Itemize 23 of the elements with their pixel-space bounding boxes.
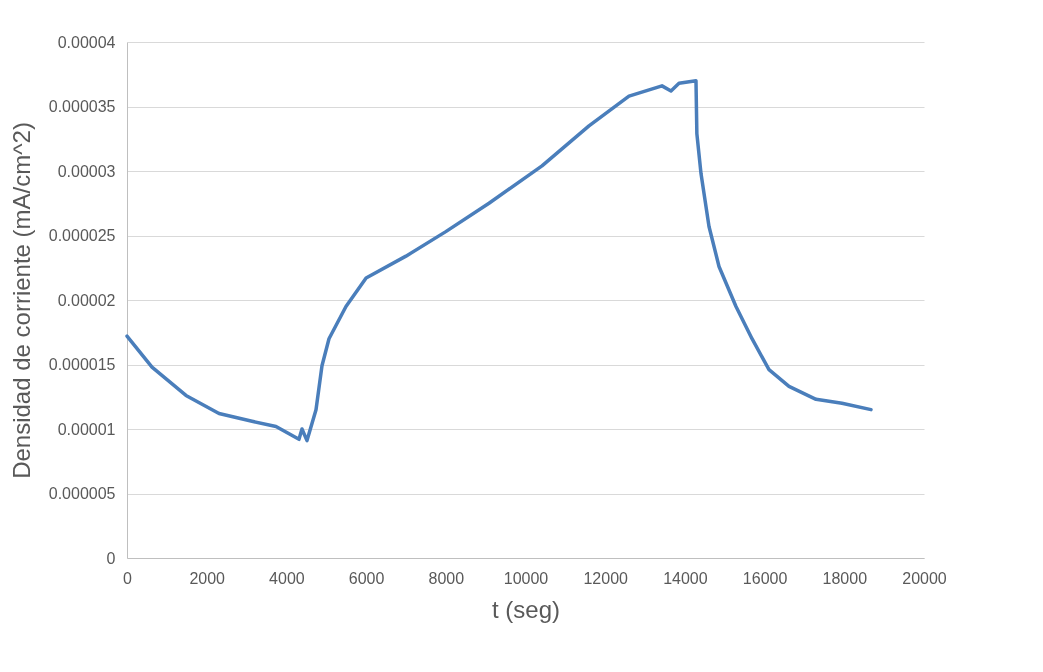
y-tick-label: 0.000025: [48, 227, 116, 244]
x-tick-label: 4000: [269, 569, 305, 587]
x-tick-label: 16000: [742, 569, 788, 587]
y-tick-label: 0: [106, 549, 116, 567]
x-tick-label: 0: [123, 569, 133, 587]
y-tick-label: 0.000035: [48, 98, 116, 115]
y-tick-label: 0.000015: [48, 356, 116, 373]
x-axis-title: t (seg): [491, 595, 561, 623]
y-tick-label: 0.00001: [57, 420, 116, 438]
x-tick-label: 8000: [428, 569, 465, 587]
y-axis-title: Densidad de corriente (mA/cm^2): [7, 122, 35, 479]
y-tick-label: 0.000005: [48, 485, 116, 502]
x-tick-label: 18000: [822, 569, 868, 587]
x-tick-label: 20000: [902, 569, 947, 587]
x-tick-label: 10000: [503, 569, 549, 587]
line-series: [125, 78, 873, 443]
x-tick-label: 2000: [189, 569, 226, 587]
x-tick-label: 14000: [663, 569, 708, 587]
y-tick-label: 0.00002: [57, 291, 116, 309]
x-tick-label: 12000: [583, 569, 629, 587]
x-tick-label: 6000: [348, 569, 385, 587]
y-tick-label: 0.00003: [57, 162, 116, 180]
y-tick-label: 0.00004: [57, 33, 116, 51]
